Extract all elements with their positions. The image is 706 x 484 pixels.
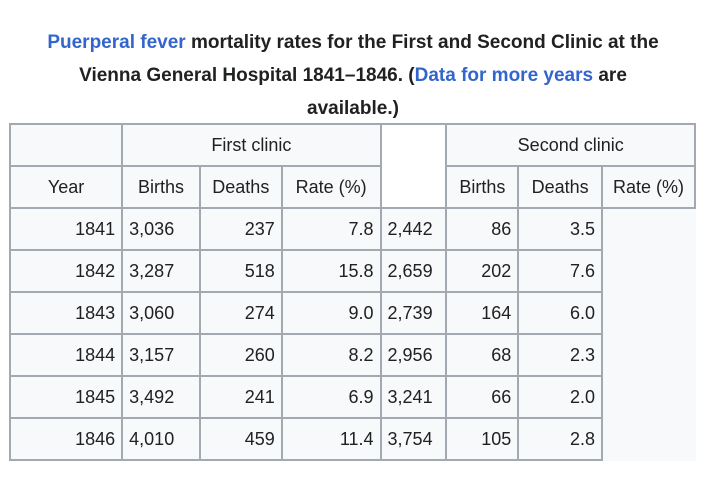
table-row: 1842 3,287 518 15.8 2,659 202 7.6 bbox=[8, 249, 695, 293]
first-births-column-header: Births bbox=[121, 165, 201, 209]
second-deaths-cell: 202 bbox=[445, 249, 520, 293]
first-rate-column-header: Rate (%) bbox=[280, 165, 382, 209]
first-rate-cell: 8.2 bbox=[280, 333, 382, 377]
second-rate-cell: 6.0 bbox=[517, 291, 604, 335]
caption-line-1: Puerperal fever mortality rates for the … bbox=[0, 26, 706, 59]
year-cell: 1846 bbox=[8, 417, 124, 461]
table-row: 1846 4,010 459 11.4 3,754 105 2.8 bbox=[8, 417, 695, 461]
first-deaths-cell: 260 bbox=[198, 333, 283, 377]
second-births-cell: 2,442 bbox=[379, 207, 448, 251]
group-header-row: First clinic Second clinic bbox=[8, 123, 696, 209]
second-births-column-header: Births bbox=[445, 165, 520, 209]
caption-line-3: available.) bbox=[0, 92, 706, 125]
caption-text-1: mortality rates for the First and Second… bbox=[185, 32, 659, 53]
puerperal-fever-link[interactable]: Puerperal fever bbox=[47, 32, 186, 53]
second-deaths-column-header: Deaths bbox=[517, 165, 604, 209]
first-births-cell: 4,010 bbox=[121, 417, 201, 461]
first-births-cell: 3,060 bbox=[121, 291, 201, 335]
caption-text-2: Vienna General Hospital 1841–1846. ( bbox=[79, 65, 415, 86]
table-caption: Puerperal fever mortality rates for the … bbox=[0, 26, 706, 125]
second-births-cell: 3,754 bbox=[379, 417, 448, 461]
column-header-row: Year Births Deaths Rate (%) Births Death… bbox=[8, 165, 696, 209]
table-row: 1845 3,492 241 6.9 3,241 66 2.0 bbox=[8, 375, 695, 419]
first-deaths-cell: 459 bbox=[198, 417, 283, 461]
empty-corner-cell bbox=[8, 123, 124, 167]
first-clinic-header: First clinic bbox=[121, 123, 382, 167]
table-row: 1844 3,157 260 8.2 2,956 68 2.3 bbox=[8, 333, 695, 377]
first-deaths-column-header: Deaths bbox=[198, 165, 283, 209]
first-rate-cell: 15.8 bbox=[280, 249, 382, 293]
first-births-cell: 3,492 bbox=[121, 375, 201, 419]
caption-text-4: available.) bbox=[307, 98, 399, 119]
second-deaths-cell: 105 bbox=[445, 417, 520, 461]
caption-text-3: are bbox=[593, 65, 627, 86]
caption-line-2: Vienna General Hospital 1841–1846. (Data… bbox=[0, 59, 706, 92]
second-births-cell: 2,956 bbox=[379, 333, 448, 377]
year-cell: 1841 bbox=[8, 207, 124, 251]
year-cell: 1844 bbox=[8, 333, 124, 377]
second-rate-cell: 2.8 bbox=[517, 417, 604, 461]
second-births-cell: 3,241 bbox=[379, 375, 448, 419]
second-rate-cell: 2.3 bbox=[517, 333, 604, 377]
second-clinic-header: Second clinic bbox=[445, 123, 696, 167]
second-rate-cell: 7.6 bbox=[517, 249, 604, 293]
year-cell: 1843 bbox=[8, 291, 124, 335]
first-deaths-cell: 241 bbox=[198, 375, 283, 419]
first-births-cell: 3,036 bbox=[121, 207, 201, 251]
second-births-cell: 2,739 bbox=[379, 291, 448, 335]
first-rate-cell: 6.9 bbox=[280, 375, 382, 419]
first-births-cell: 3,157 bbox=[121, 333, 201, 377]
first-births-cell: 3,287 bbox=[121, 249, 201, 293]
second-rate-cell: 3.5 bbox=[517, 207, 604, 251]
first-deaths-cell: 518 bbox=[198, 249, 283, 293]
clinic-separator bbox=[379, 123, 448, 209]
second-births-cell: 2,659 bbox=[379, 249, 448, 293]
second-deaths-cell: 164 bbox=[445, 291, 520, 335]
year-column-header: Year bbox=[8, 165, 124, 209]
second-deaths-cell: 68 bbox=[445, 333, 520, 377]
year-cell: 1842 bbox=[8, 249, 124, 293]
year-cell: 1845 bbox=[8, 375, 124, 419]
table-row: 1841 3,036 237 7.8 2,442 86 3.5 bbox=[8, 207, 695, 251]
second-rate-cell: 2.0 bbox=[517, 375, 604, 419]
first-rate-cell: 9.0 bbox=[280, 291, 382, 335]
first-deaths-cell: 237 bbox=[198, 207, 283, 251]
second-deaths-cell: 66 bbox=[445, 375, 520, 419]
more-years-data-link[interactable]: Data for more years bbox=[414, 65, 594, 86]
table-row: 1843 3,060 274 9.0 2,739 164 6.0 bbox=[8, 291, 695, 335]
first-rate-cell: 11.4 bbox=[280, 417, 382, 461]
first-rate-cell: 7.8 bbox=[280, 207, 382, 251]
second-rate-column-header: Rate (%) bbox=[601, 165, 696, 209]
second-deaths-cell: 86 bbox=[445, 207, 520, 251]
mortality-table: First clinic Second clinic Year Births D… bbox=[8, 123, 696, 461]
first-deaths-cell: 274 bbox=[198, 291, 283, 335]
